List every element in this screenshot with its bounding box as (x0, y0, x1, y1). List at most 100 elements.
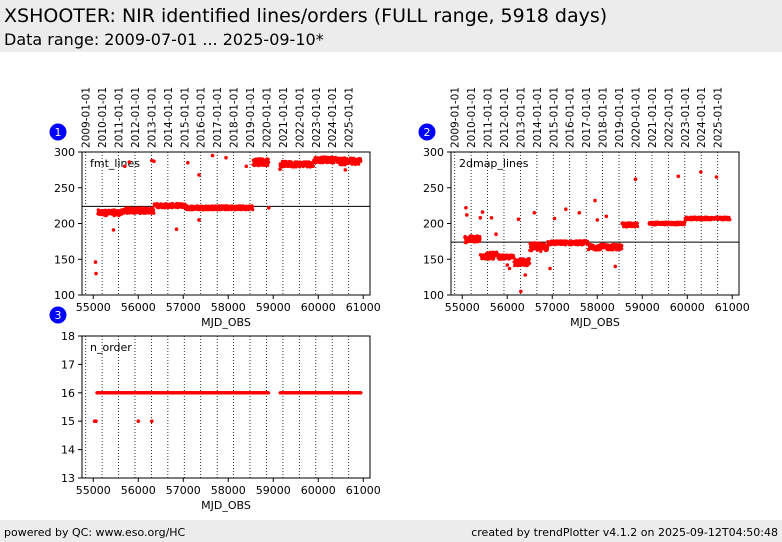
data-point-outlier (343, 168, 348, 172)
data-point (266, 163, 270, 167)
panel-badge-number: 2 (424, 126, 431, 139)
chart-fmt_lines: 2009-01-01 2010-01-01 2011-01-01 2012-01-01… (49, 87, 381, 329)
date-tick-label: 2011-01-01 (483, 87, 495, 148)
data-point-outlier (505, 263, 510, 267)
page-title: XSHOOTER: NIR identified lines/orders (F… (4, 5, 608, 27)
x-tick-label: 58000 (211, 301, 246, 314)
data-point-outlier (564, 207, 568, 211)
date-tick-label: 2009-01-01 (81, 87, 93, 148)
date-tick-label: 2013-01-01 (515, 87, 527, 148)
date-tick-label: 2021-01-01 (647, 87, 659, 148)
data-point-outlier (465, 213, 469, 217)
data-points (463, 170, 732, 294)
x-tick-label: 55000 (76, 301, 111, 314)
y-tick-label: 17 (61, 358, 75, 371)
data-point-outlier (94, 271, 98, 276)
page-footer: powered by QC: www.eso.org/HC created by… (0, 520, 782, 542)
data-point-outlier (489, 216, 494, 220)
data-point-outlier (548, 266, 552, 271)
y-tick-label: 300 (423, 146, 444, 159)
date-tick-label: 2022-01-01 (294, 87, 306, 148)
data-point-outlier (174, 227, 179, 231)
data-point-outlier (595, 218, 600, 222)
plot-frame (450, 151, 740, 296)
data-point-outlier (94, 419, 98, 424)
date-tick-label: 2011-01-01 (114, 87, 126, 148)
data-point-outlier (197, 173, 201, 177)
data-point-outlier (480, 210, 485, 214)
data-point-outlier (152, 159, 156, 164)
date-tick-label: 2010-01-01 (466, 87, 478, 148)
chart-n_order: 13 14 15 16 17 18 55000 56000 57000 58000 59000 600… (49, 306, 381, 512)
x-tick-label: 60000 (301, 484, 336, 497)
date-tick-label: 2019-01-01 (245, 87, 257, 148)
data-point-outlier (699, 170, 703, 174)
data-point-outlier (267, 206, 271, 210)
data-point (266, 157, 270, 161)
data-point-outlier (532, 211, 537, 215)
data-point-outlier (507, 266, 512, 271)
y-tick-label: 200 (54, 218, 75, 231)
date-tick-label: 2024-01-01 (696, 87, 708, 148)
x-tick-label: 55000 (445, 301, 480, 314)
data-point-outlier (278, 167, 282, 171)
x-tick-label: 56000 (121, 301, 156, 314)
date-tick-label: 2025-01-01 (344, 87, 356, 148)
data-points (92, 391, 363, 424)
x-tick-label: 60000 (301, 301, 336, 314)
data-point-outlier (519, 289, 523, 294)
date-tick-label: 2016-01-01 (196, 87, 208, 148)
data-point-outlier (604, 214, 609, 219)
data-point-outlier (593, 198, 597, 203)
data-point (251, 208, 255, 212)
x-tick-label: 56000 (121, 484, 156, 497)
date-tick-label: 2016-01-01 (565, 87, 577, 148)
date-tick-label: 2020-01-01 (630, 87, 642, 148)
x-tick-label: 61000 (715, 301, 750, 314)
y-tick-label: 150 (54, 253, 75, 266)
y-tick-label: 200 (423, 218, 444, 231)
x-tick-label: 58000 (580, 301, 615, 314)
data-point (620, 247, 624, 251)
panel-badge-number: 1 (55, 126, 62, 139)
data-point-outlier (210, 153, 215, 158)
data-point-outlier (478, 216, 483, 220)
data-point (528, 261, 532, 265)
data-point-outlier (127, 160, 132, 164)
panel-badge-number: 3 (55, 309, 62, 322)
series-label: fmt_lines (90, 157, 140, 170)
date-tick-label: 2014-01-01 (163, 87, 175, 148)
data-point (682, 223, 686, 227)
plot-frame (81, 335, 371, 479)
data-point-outlier (244, 164, 249, 169)
date-tick-label: 2018-01-01 (598, 87, 610, 148)
x-tick-label: 55000 (76, 484, 111, 497)
data-point (311, 164, 315, 168)
y-tick-label: 100 (54, 289, 75, 302)
y-tick-label: 16 (61, 387, 75, 400)
data-point (267, 391, 271, 395)
data-point (463, 235, 467, 239)
x-tick-label: 56000 (490, 301, 525, 314)
data-point-outlier (516, 217, 521, 221)
data-point (527, 257, 531, 261)
data-point-outlier (93, 260, 98, 264)
date-tick-label: 2017-01-01 (581, 87, 593, 148)
data-point-outlier (714, 175, 719, 179)
data-point (152, 211, 156, 215)
data-point (478, 237, 482, 241)
data-point (635, 221, 639, 225)
date-tick-label: 2012-01-01 (130, 87, 142, 148)
data-point-outlier (123, 164, 127, 169)
data-point-outlier (464, 206, 468, 210)
x-tick-label: 59000 (256, 484, 291, 497)
data-point (250, 205, 254, 209)
y-tick-label: 300 (54, 146, 75, 159)
data-point-outlier (150, 419, 154, 424)
data-point-outlier (613, 264, 618, 269)
x-tick-label: 57000 (166, 484, 201, 497)
data-point-outlier (552, 216, 557, 221)
x-axis-label: MJD_OBS (201, 499, 251, 512)
y-tick-label: 14 (61, 444, 75, 457)
